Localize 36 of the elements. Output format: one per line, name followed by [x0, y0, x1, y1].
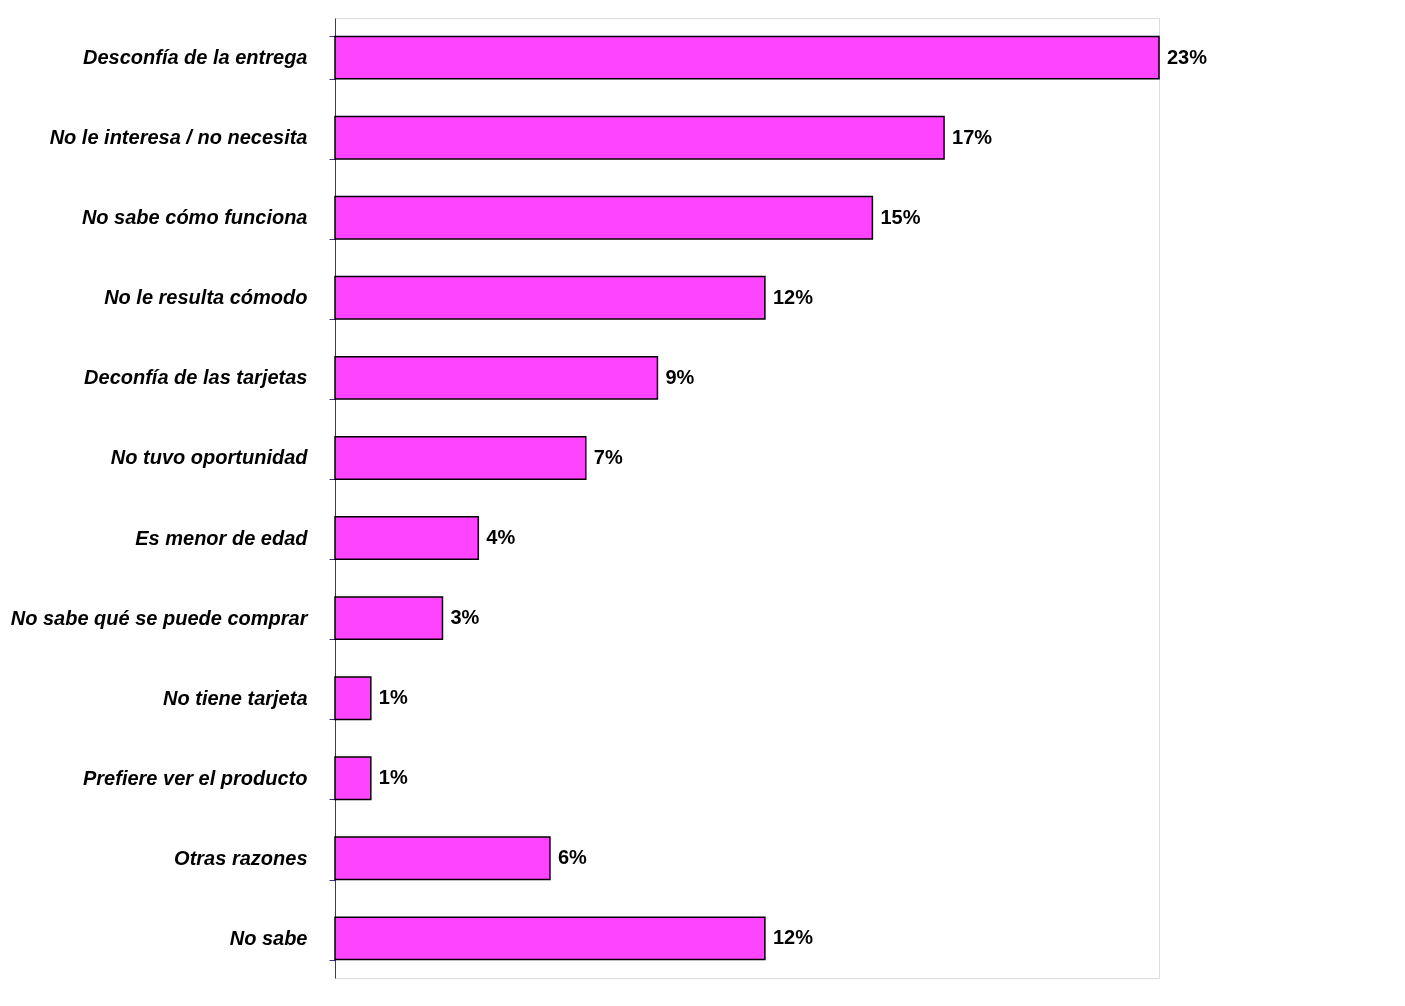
data-label: 17% [952, 125, 993, 148]
data-label: 12% [772, 926, 814, 949]
data-label: 7% [593, 445, 623, 468]
bar [334, 355, 659, 400]
bar [334, 596, 444, 641]
y-tick-label: Otras razones [174, 846, 308, 869]
y-tick-label: No tuvo oportunidad [110, 446, 309, 469]
y-tick-label: No sabe cómo funciona [81, 206, 308, 229]
bar [334, 676, 372, 721]
y-tick-label: No sabe [229, 926, 308, 949]
y-tick-label: Es menor de edad [135, 526, 309, 549]
bar [334, 756, 372, 801]
y-tick-label: No le resulta cómodo [104, 286, 308, 309]
data-label: 3% [450, 606, 480, 629]
data-label: 15% [880, 205, 921, 228]
y-tick-label: Prefiere ver el producto [82, 766, 308, 789]
y-tick-label: No le interesa / no necesita [49, 126, 308, 149]
bar [334, 916, 766, 961]
y-tick-label: Desconfía de la entrega [82, 46, 308, 69]
bar [334, 836, 551, 881]
y-tick-label: No tiene tarjeta [163, 686, 308, 709]
data-label: 12% [772, 285, 814, 308]
data-label: 4% [486, 526, 516, 549]
bar [334, 115, 945, 160]
data-label: 1% [378, 686, 408, 709]
bar [334, 436, 587, 480]
data-label: 23% [1167, 45, 1208, 68]
bar [334, 35, 1160, 80]
bar [334, 516, 480, 560]
data-label: 9% [665, 365, 695, 388]
data-label: 1% [378, 766, 408, 789]
y-tick-label: No sabe qué se puede comprar [10, 606, 309, 629]
data-label: 6% [557, 846, 588, 869]
bar [334, 275, 766, 320]
bar [334, 195, 874, 240]
y-tick-label: Deconfía de las tarjetas [84, 366, 308, 389]
